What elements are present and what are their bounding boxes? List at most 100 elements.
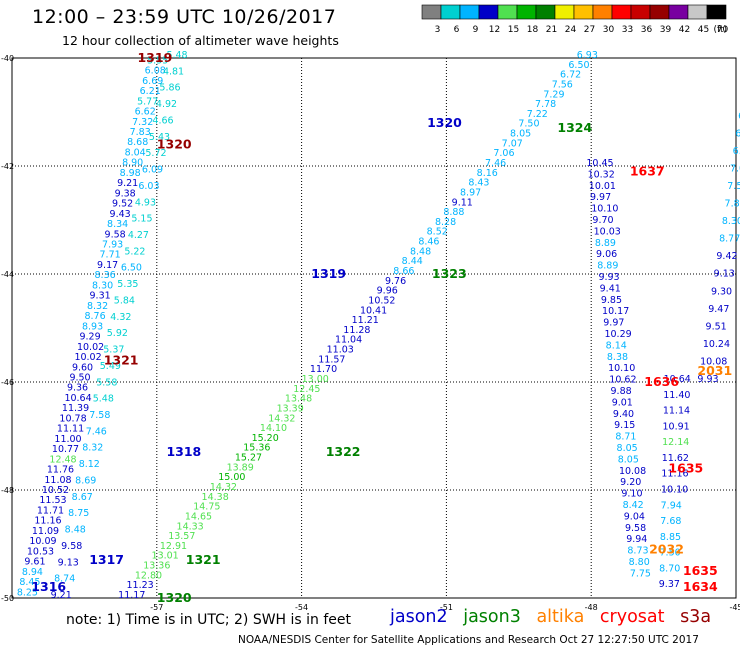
wave-height-value: 7.06 (493, 148, 514, 159)
wave-height-value: 10.24 (703, 339, 730, 350)
wave-height-value: 13.57 (168, 531, 195, 542)
y-tick-label: -46 (1, 378, 14, 387)
wave-height-value: 8.48 (410, 246, 431, 257)
wave-height-value: 7.50 (660, 548, 681, 559)
wave-height-value: 8.90 (122, 158, 143, 169)
pass-number-label: 1320 (157, 136, 192, 151)
wave-height-value: 8.30 (722, 216, 740, 227)
wave-height-value: 9.58 (61, 541, 82, 552)
wave-height-value: 7.46 (485, 158, 506, 169)
wave-height-value: 10.32 (588, 169, 615, 180)
wave-height-value: 10.41 (360, 305, 387, 316)
wave-height-value: 9.52 (112, 199, 133, 210)
wave-height-value: 9.61 (24, 557, 45, 568)
wave-height-value: 4.92 (156, 99, 177, 110)
wave-height-value: 11.16 (661, 469, 688, 480)
wave-height-value: 8.89 (595, 238, 616, 249)
wave-height-value: 13.00 (302, 374, 329, 385)
wave-height-value: 15.36 (243, 443, 270, 454)
legend-altika: altika (536, 607, 585, 627)
wave-height-value: 10.29 (604, 329, 631, 340)
wave-height-value: 11.16 (34, 516, 61, 527)
colorbar-unit: (ft) (713, 25, 727, 35)
colorbar-tick-label: 15 (508, 25, 519, 35)
wave-height-value: 11.53 (39, 495, 66, 506)
wave-height-value: 8.44 (402, 256, 423, 267)
colorbar-tick-label: 12 (489, 25, 500, 35)
wave-height-value: 13.36 (143, 561, 170, 572)
wave-height-value: 7.22 (527, 109, 548, 120)
wave-height-value: 5.86 (159, 83, 180, 94)
wave-height-value: 8.45 (19, 577, 40, 588)
wave-height-value: 14.32 (268, 413, 295, 424)
legend-s3a: s3a (680, 607, 712, 627)
wave-height-value: 8.88 (443, 207, 464, 218)
wave-height-value: 13.01 (152, 551, 179, 562)
wave-height-value: 11.08 (44, 475, 71, 486)
wave-height-value: 9.43 (110, 209, 131, 220)
pass-number-label: 1635 (683, 563, 718, 578)
wave-height-value: 8.34 (107, 219, 128, 230)
wave-height-value: 15.20 (252, 433, 279, 444)
legend-jason2: jason2 (390, 607, 448, 627)
wave-height-value: 8.36 (95, 270, 116, 281)
colorbar-tick-label: 70 (717, 25, 729, 35)
wave-height-value: 11.70 (310, 364, 337, 375)
wave-height-value: 11.76 (47, 465, 74, 476)
y-tick-label: -40 (1, 54, 14, 63)
wave-height-value: 13.48 (285, 394, 312, 405)
wave-height-value: 10.17 (602, 306, 629, 317)
wave-height-value: 8.80 (629, 557, 650, 568)
wave-height-value: 5.92 (107, 328, 128, 339)
wave-height-value: 15.00 (218, 472, 245, 483)
wave-height-value: 9.06 (596, 249, 617, 260)
pass-number-label: 1637 (630, 163, 665, 178)
page-title: 12:00 – 23:59 UTC 10/26/2017 (32, 6, 337, 28)
wave-height-value: 8.89 (597, 261, 618, 272)
wave-height-value: 8.67 (72, 492, 93, 503)
wave-height-value: 5.37 (103, 345, 124, 356)
wave-height-value: 5.22 (124, 246, 145, 257)
wave-height-value: 6.62 (135, 107, 156, 118)
wave-height-value: 14.33 (177, 521, 204, 532)
wave-height-value: 9.76 (385, 276, 406, 287)
wave-height-value: 8.93 (82, 321, 103, 332)
wave-height-value: 9.58 (625, 523, 646, 534)
colorbar-tick-label: 3 (435, 25, 441, 35)
legend-cryosat: cryosat (599, 607, 665, 627)
wave-height-value: 8.05 (617, 443, 638, 454)
x-tick-label: -57 (150, 603, 163, 612)
wave-height-value: 9.97 (590, 192, 611, 203)
wave-height-value: 6.03 (138, 181, 159, 192)
wave-height-value: 6.72 (560, 70, 581, 81)
wave-height-value: 9.97 (603, 318, 624, 329)
wave-height-value: 10.01 (589, 181, 616, 192)
x-tick-label: -48 (585, 603, 598, 612)
wave-height-value: 11.00 (54, 434, 81, 445)
wave-height-value: 10.52 (42, 485, 69, 496)
wave-height-value: 15.27 (235, 453, 262, 464)
pass-number-label: 1317 (89, 552, 124, 567)
wave-height-value: 8.38 (607, 352, 628, 363)
pass-number-label: 1322 (326, 444, 361, 459)
wave-height-value: 12.80 (135, 570, 162, 581)
wave-height-value: 5.77 (137, 96, 158, 107)
colorbar-tick-label: 18 (527, 25, 539, 35)
wave-height-value: 9.31 (90, 291, 111, 302)
wave-height-value: 6.76 (733, 146, 740, 157)
wave-height-value: 8.28 (435, 217, 456, 228)
colorbar-tick-label: 21 (546, 25, 557, 35)
wave-height-value: 10.10 (591, 204, 618, 215)
wave-height-value: 5.58 (96, 377, 117, 388)
wave-height-value: 11.17 (118, 590, 145, 601)
wave-height-value: 8.25 (17, 587, 38, 598)
wave-height-value: 7.02 (730, 163, 740, 174)
wave-height-value: 8.69 (75, 475, 96, 486)
wave-height-value: 11.04 (335, 335, 362, 346)
colorbar-swatch (706, 4, 727, 20)
pass-number-label: 1321 (104, 352, 139, 367)
footnote: note: 1) Time is in UTC; 2) SWH is in fe… (66, 612, 352, 628)
wave-height-value: 10.64 (664, 374, 691, 385)
wave-height-value: 8.73 (627, 546, 648, 557)
